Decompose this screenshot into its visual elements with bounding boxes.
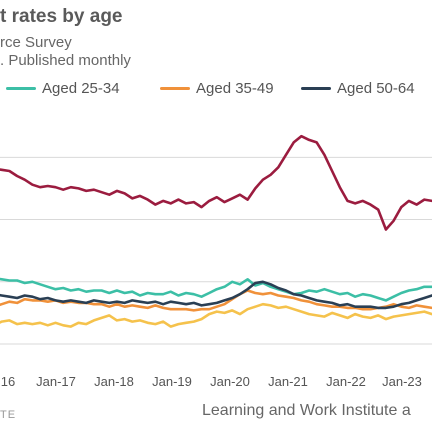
- x-tick-label-0: 16: [1, 374, 15, 389]
- x-tick-label-2: Jan-18: [94, 374, 134, 389]
- x-tick-label-4: Jan-20: [210, 374, 250, 389]
- legend-item-aged-35-49[interactable]: Aged 35-49: [160, 80, 274, 97]
- legend-swatch-aged-25-34: [6, 87, 36, 90]
- x-tick-label-6: Jan-22: [326, 374, 366, 389]
- series-line-4: [0, 302, 432, 328]
- credit-text: Learning and Work Institute a: [202, 402, 411, 419]
- legend-item-aged-25-34[interactable]: Aged 25-34: [6, 80, 120, 97]
- legend-swatch-aged-35-49: [160, 87, 190, 90]
- x-tick-label-3: Jan-19: [152, 374, 192, 389]
- series-line-1: [0, 277, 432, 302]
- x-tick-label-7: Jan-23: [382, 374, 422, 389]
- legend-label-aged-35-49: Aged 35-49: [196, 80, 274, 97]
- chart-series-lines: [0, 134, 432, 328]
- chart-subtitle: rce Survey: [0, 34, 72, 51]
- x-axis-tick-labels: 16 Jan-17 Jan-18 Jan-19 Jan-20 Jan-21 Jan-22 Ja…: [1, 374, 422, 389]
- legend-swatch-aged-50-64: [301, 87, 331, 90]
- series-line-0: [0, 134, 432, 231]
- legend-item-aged-50-64[interactable]: Aged 50-64: [301, 80, 415, 97]
- chart-legend: Aged 25-34 Aged 35-49 Aged 50-64: [0, 80, 432, 102]
- chart-title: t rates by age: [0, 6, 123, 27]
- series-line-3: [0, 280, 432, 310]
- source-label: TE: [0, 409, 17, 421]
- x-tick-label-5: Jan-21: [268, 374, 308, 389]
- chart-subtitle-frequency: . Published monthly: [0, 52, 131, 69]
- legend-label-aged-25-34: Aged 25-34: [42, 80, 120, 97]
- chart-gridlines: [0, 156, 432, 345]
- legend-label-aged-50-64: Aged 50-64: [337, 80, 415, 97]
- x-tick-label-1: Jan-17: [36, 374, 76, 389]
